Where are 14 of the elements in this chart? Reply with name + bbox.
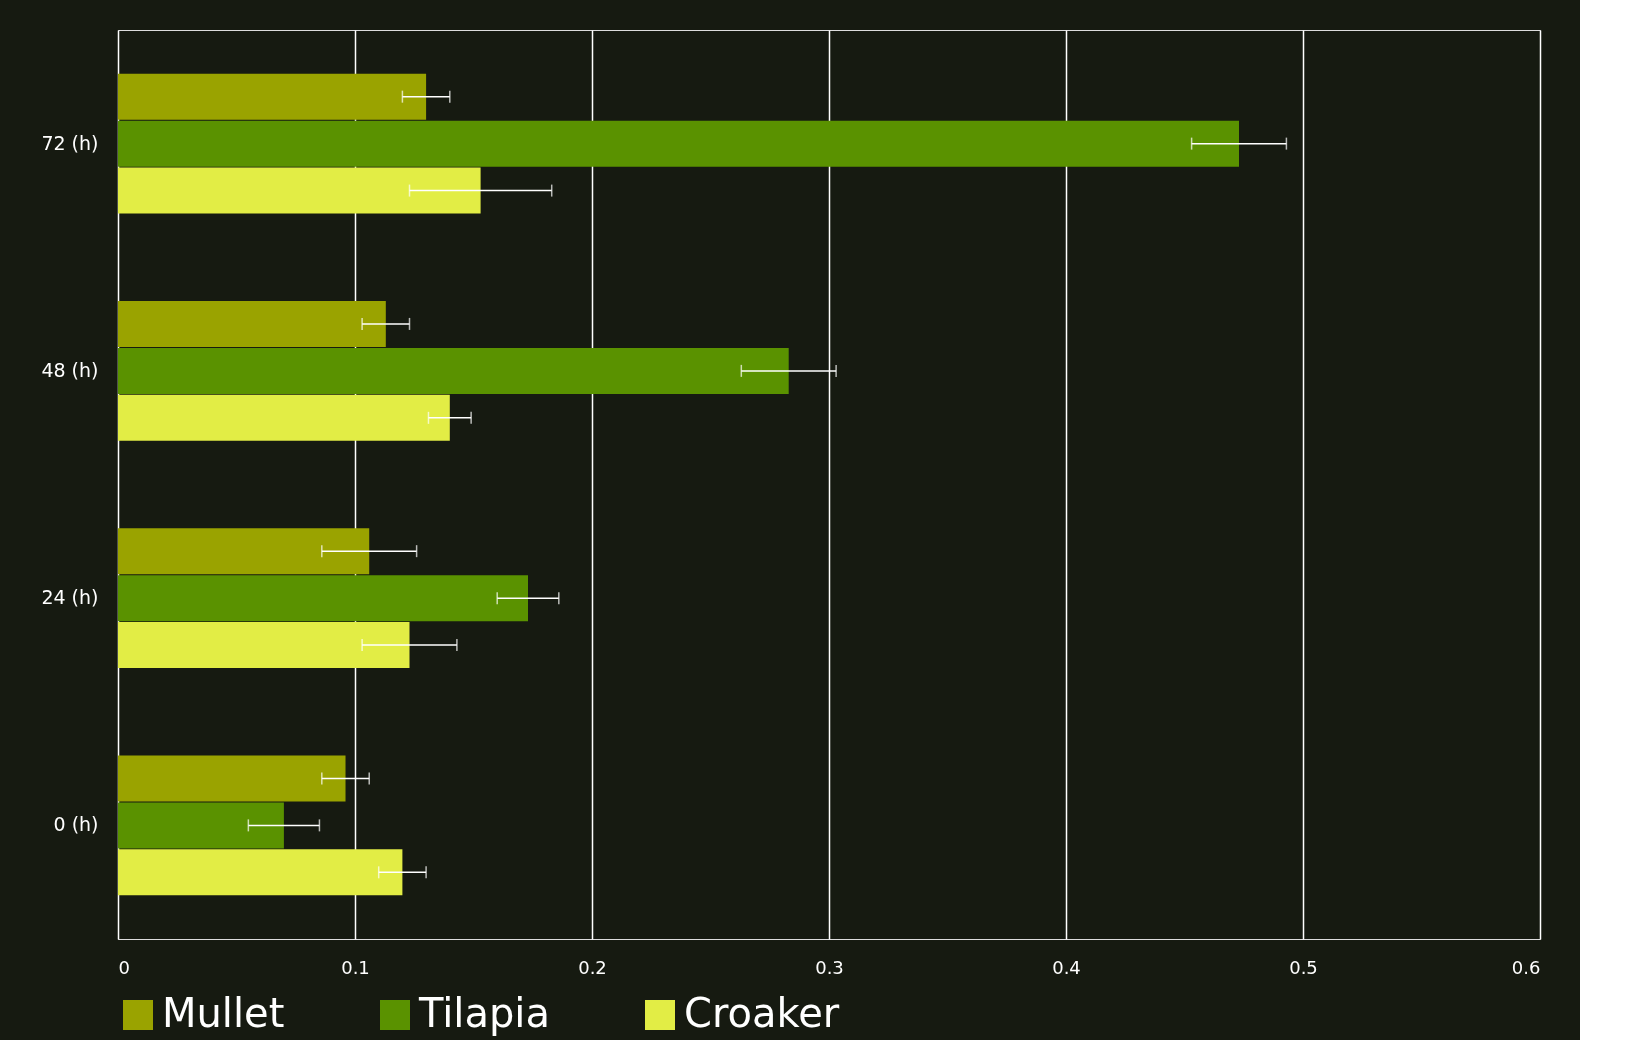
x-tick-label: 0.2 xyxy=(578,956,607,978)
x-tick-label: 0.5 xyxy=(1289,956,1318,978)
y-tick-label: 24 (h) xyxy=(41,586,99,609)
x-tick-label: 0 xyxy=(118,956,130,978)
legend-label: Tilapia xyxy=(418,990,550,1036)
x-tick-label: 0.4 xyxy=(1052,956,1081,978)
legend-label: Mullet xyxy=(162,990,285,1036)
x-tick-label: 0.1 xyxy=(341,956,370,978)
legend-label: Croaker xyxy=(684,990,840,1036)
y-tick-label: 72 (h) xyxy=(41,131,99,154)
y-tick-label: 48 (h) xyxy=(41,358,99,381)
x-tick-label: 0.3 xyxy=(815,956,844,978)
x-tick-label: 0.6 xyxy=(1511,956,1541,978)
y-tick-label: 0 (h) xyxy=(53,813,99,836)
